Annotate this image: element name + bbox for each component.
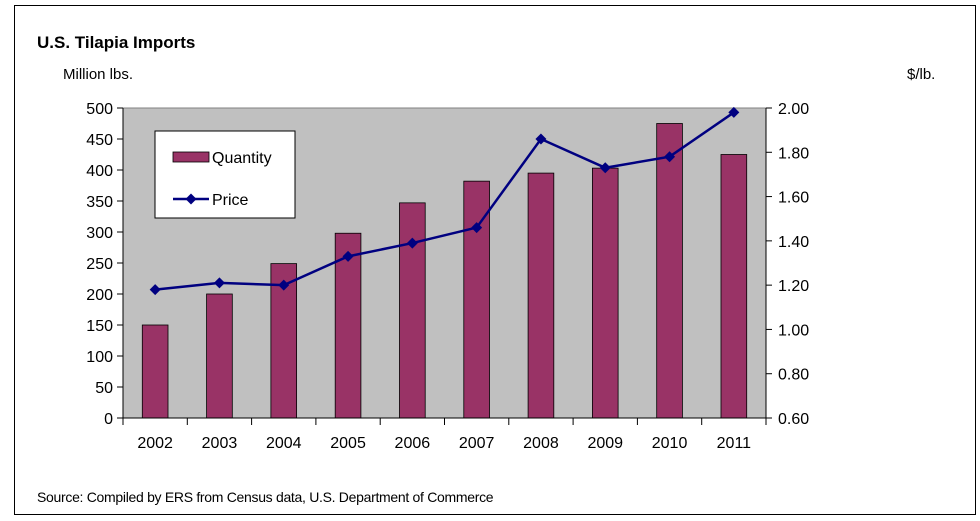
y-right-tick-label: 2.00 (778, 101, 809, 118)
point-price-2009 (599, 162, 611, 174)
point-price-2008 (535, 133, 547, 145)
bar-quantity-2003 (206, 293, 233, 419)
legend-box (154, 130, 296, 219)
x-tick-label-2004: 2004 (266, 435, 302, 452)
y-left-tick-label: 250 (86, 256, 113, 273)
legend-swatch-quantity (172, 151, 210, 163)
y-left-tick-label: 200 (86, 287, 113, 304)
y-right-tick-label: 0.60 (778, 411, 809, 428)
y-left-tick-label: 300 (86, 225, 113, 242)
x-tick-label-2008: 2008 (523, 435, 559, 452)
bar-quantity-2007 (463, 180, 490, 419)
chart-title: U.S. Tilapia Imports (37, 33, 196, 52)
bar-quantity-2008 (527, 172, 555, 419)
x-tick-label-2007: 2007 (459, 435, 495, 452)
series-line-price (155, 111, 735, 291)
point-price-2003 (213, 277, 225, 289)
x-tick-label-2011: 2011 (717, 435, 752, 452)
x-tick-label-2002: 2002 (137, 435, 173, 452)
point-price-2010 (664, 151, 676, 163)
y-right-tick-label: 1.40 (778, 234, 809, 251)
bar-quantity-2011 (720, 154, 748, 419)
y-left-tick-label: 350 (86, 194, 113, 211)
y-left-tick-label: 50 (95, 380, 113, 397)
y-right-tick-label: 1.80 (778, 145, 809, 162)
y-left-tick-label: 400 (86, 163, 113, 180)
x-tick-label-2003: 2003 (202, 435, 238, 452)
legend-label-price: Price (212, 192, 249, 209)
bar-quantity-2006 (399, 202, 426, 419)
x-tick-label-2005: 2005 (330, 435, 366, 452)
point-price-2006 (406, 237, 418, 249)
y-left-tick-label: 150 (86, 318, 113, 335)
bar-quantity-2005 (334, 232, 362, 419)
point-price-2011 (728, 106, 740, 118)
x-tick-label-2009: 2009 (587, 435, 623, 452)
source-note: Source: Compiled by ERS from Census data… (37, 489, 494, 505)
legend-swatch-price-marker (185, 193, 197, 205)
point-price-2004 (278, 279, 290, 291)
y-left-tick-label: 500 (86, 101, 113, 118)
x-tick-label-2006: 2006 (395, 435, 431, 452)
y-right-tick-label: 1.60 (778, 190, 809, 207)
point-price-2007 (471, 222, 483, 234)
legend-label-quantity: Quantity (212, 150, 272, 167)
point-price-2005 (342, 250, 354, 262)
x-tick-label-2010: 2010 (652, 435, 688, 452)
y-right-tick-label: 1.20 (778, 278, 809, 295)
bar-quantity-2010 (656, 123, 683, 419)
y-axis-right-label: $/lb. (907, 66, 936, 83)
y-left-tick-label: 100 (86, 349, 113, 366)
bar-quantity-2002 (141, 324, 169, 419)
y-left-tick-label: 450 (86, 132, 113, 149)
point-price-2002 (149, 284, 161, 296)
y-right-tick-label: 0.80 (778, 367, 809, 384)
y-right-tick-label: 1.00 (778, 322, 809, 339)
y-left-tick-label: 0 (104, 411, 113, 428)
bar-quantity-2009 (591, 167, 619, 419)
y-axis-left-label: Million lbs. (63, 66, 134, 83)
